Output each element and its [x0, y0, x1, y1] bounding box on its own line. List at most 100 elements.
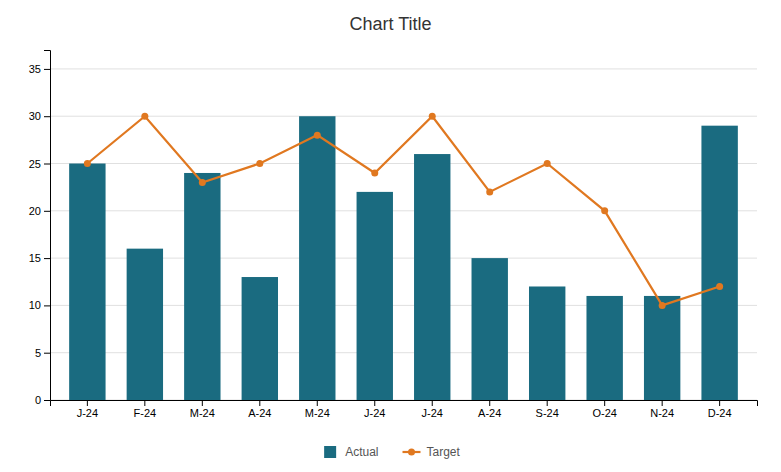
y-tick-mark [44, 305, 50, 306]
y-tick-mark [44, 69, 50, 70]
x-tick-mark [144, 400, 145, 406]
y-tick-mark [44, 164, 50, 165]
grid [50, 69, 757, 400]
y-tick-label: 20 [29, 205, 41, 217]
x-tick-mark [374, 400, 375, 406]
x-tick: N-24 [650, 400, 674, 419]
bar [701, 126, 737, 400]
x-tick: A-24 [478, 400, 501, 419]
legend-marker [408, 449, 415, 456]
y-axis: 0 5 10 15 20 25 30 35 [29, 51, 51, 407]
legend-item: Actual [324, 445, 378, 459]
y-tick-label: 25 [29, 158, 41, 170]
y-tick: 0 [35, 394, 50, 406]
bar-series [69, 116, 738, 400]
x-axis-line [51, 401, 758, 407]
legend-label: Target [427, 445, 461, 459]
x-tick-mark [604, 400, 605, 406]
y-axis-line [44, 51, 51, 401]
bar [69, 164, 105, 400]
y-tick-label: 5 [35, 347, 41, 359]
y-tick: 35 [29, 63, 50, 75]
y-tick: 5 [35, 347, 50, 359]
x-tick: M-24 [305, 400, 330, 419]
line-marker [429, 113, 436, 120]
x-tick-label: M-24 [190, 407, 215, 419]
x-tick-label: A-24 [478, 407, 501, 419]
legend-label: Actual [345, 445, 378, 459]
bar [414, 154, 450, 400]
x-tick-label: M-24 [305, 407, 330, 419]
x-tick: D-24 [708, 400, 732, 419]
line-marker [141, 113, 148, 120]
y-tick: 10 [29, 299, 50, 311]
y-tick-mark [44, 116, 50, 117]
line-marker [199, 179, 206, 186]
line-marker [716, 283, 723, 290]
x-tick: O-24 [592, 400, 616, 419]
bar [529, 286, 565, 400]
bar [472, 258, 508, 400]
x-tick-mark [87, 400, 88, 406]
line-marker [256, 160, 263, 167]
line-marker [659, 302, 666, 309]
y-tick-label: 10 [29, 299, 41, 311]
chart: Chart Title 0 5 10 15 20 25 30 35 J-24 F-24 M-24 A-2… [0, 0, 781, 472]
line-series [84, 113, 723, 309]
x-tick-label: S-24 [536, 407, 559, 419]
x-tick: J-24 [422, 400, 443, 419]
y-tick: 20 [29, 205, 50, 217]
x-tick-label: O-24 [592, 407, 616, 419]
y-tick-label: 15 [29, 252, 41, 264]
x-tick-mark [719, 400, 720, 406]
legend: Actual Target [324, 445, 460, 459]
line-marker [314, 132, 321, 139]
x-tick-label: F-24 [134, 407, 157, 419]
y-tick-mark [44, 353, 50, 354]
bar [184, 173, 220, 400]
x-tick-mark [202, 400, 203, 406]
y-tick: 30 [29, 110, 50, 122]
bar [586, 296, 622, 400]
x-tick: M-24 [190, 400, 215, 419]
x-tick-label: J-24 [77, 407, 98, 419]
plot-area: 05101520253035J-24F-24M-24A-24M-24J-24J-… [29, 51, 758, 419]
x-tick-mark [662, 400, 663, 406]
y-tick-label: 35 [29, 63, 41, 75]
grid-line [50, 210, 757, 211]
grid-line [50, 163, 757, 164]
x-tick-mark [317, 400, 318, 406]
grid-line [50, 116, 757, 117]
bar [299, 116, 335, 400]
marks [69, 113, 738, 400]
line-marker [84, 160, 91, 167]
x-tick-label: D-24 [708, 407, 732, 419]
line-marker [371, 169, 378, 176]
bar [242, 277, 278, 400]
x-tick: J-24 [364, 400, 385, 419]
bar [644, 296, 680, 400]
x-tick: A-24 [248, 400, 271, 419]
y-tick-mark [44, 258, 50, 259]
line-marker [601, 207, 608, 214]
line-marker [544, 160, 551, 167]
y-tick: 25 [29, 158, 50, 170]
chart-title: Chart Title [349, 14, 431, 34]
x-tick-mark [547, 400, 548, 406]
line [87, 116, 719, 305]
y-tick-label: 0 [35, 394, 41, 406]
bar [357, 192, 393, 400]
x-tick-label: A-24 [248, 407, 271, 419]
x-tick-label: J-24 [364, 407, 385, 419]
line-marker [486, 188, 493, 195]
legend-item: Target [403, 445, 461, 459]
x-tick-mark [432, 400, 433, 406]
x-tick-mark [489, 400, 490, 406]
bar [127, 249, 163, 400]
x-tick: F-24 [134, 400, 157, 419]
legend-swatch [324, 446, 336, 458]
x-tick-label: N-24 [650, 407, 674, 419]
x-axis: J-24 F-24 M-24 A-24 M-24 J-24 J-24 A-24 S-24 O-24… [51, 400, 758, 419]
y-tick-mark [44, 400, 50, 401]
y-tick-label: 30 [29, 110, 41, 122]
